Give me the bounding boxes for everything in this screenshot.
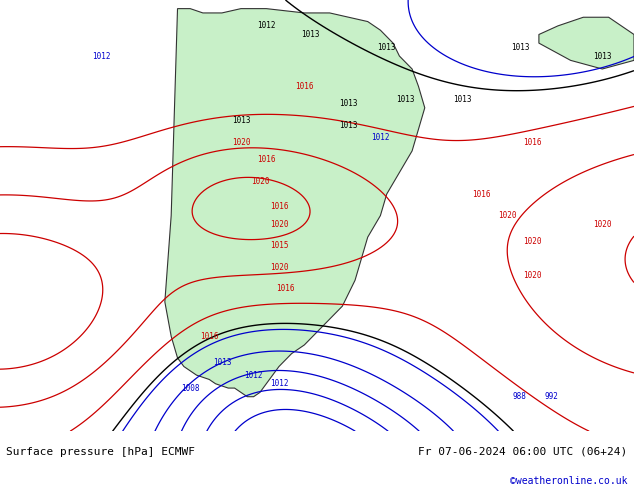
Text: 1012: 1012 bbox=[269, 379, 288, 388]
Text: 1013: 1013 bbox=[396, 95, 415, 104]
Text: 1016: 1016 bbox=[472, 190, 491, 198]
Polygon shape bbox=[539, 17, 634, 69]
Text: 1013: 1013 bbox=[339, 121, 358, 129]
Text: 1008: 1008 bbox=[181, 384, 200, 392]
Text: 1016: 1016 bbox=[200, 332, 219, 341]
Text: 1013: 1013 bbox=[593, 51, 612, 61]
Text: 1016: 1016 bbox=[523, 138, 542, 147]
Text: 1013: 1013 bbox=[212, 358, 231, 367]
Text: 1020: 1020 bbox=[269, 220, 288, 229]
Text: 1020: 1020 bbox=[523, 237, 542, 246]
Text: 1020: 1020 bbox=[250, 176, 269, 186]
Text: ©weatheronline.co.uk: ©weatheronline.co.uk bbox=[510, 476, 628, 486]
Text: 1020: 1020 bbox=[269, 263, 288, 272]
Text: 1016: 1016 bbox=[295, 82, 314, 91]
Text: 1013: 1013 bbox=[339, 99, 358, 108]
Text: 1020: 1020 bbox=[593, 220, 612, 229]
Text: 1012: 1012 bbox=[244, 370, 263, 380]
Text: 1013: 1013 bbox=[377, 43, 396, 52]
Text: 1020: 1020 bbox=[231, 138, 250, 147]
Text: Surface pressure [hPa] ECMWF: Surface pressure [hPa] ECMWF bbox=[6, 447, 195, 457]
Text: 1013: 1013 bbox=[510, 43, 529, 52]
Text: 992: 992 bbox=[545, 392, 559, 401]
Text: 1020: 1020 bbox=[523, 271, 542, 280]
Text: Fr 07-06-2024 06:00 UTC (06+24): Fr 07-06-2024 06:00 UTC (06+24) bbox=[418, 447, 628, 457]
Text: 1015: 1015 bbox=[269, 241, 288, 250]
Text: 1016: 1016 bbox=[276, 284, 295, 294]
Text: 1016: 1016 bbox=[257, 155, 276, 164]
Polygon shape bbox=[165, 9, 425, 397]
Text: 1012: 1012 bbox=[92, 51, 111, 61]
Text: 1016: 1016 bbox=[269, 202, 288, 212]
Text: 1012: 1012 bbox=[257, 22, 276, 30]
Text: 988: 988 bbox=[513, 392, 527, 401]
Text: 1013: 1013 bbox=[453, 95, 472, 104]
Text: 1013: 1013 bbox=[301, 30, 320, 39]
Text: 1013: 1013 bbox=[231, 116, 250, 125]
Text: 1020: 1020 bbox=[498, 211, 517, 220]
Text: 1012: 1012 bbox=[371, 133, 390, 143]
